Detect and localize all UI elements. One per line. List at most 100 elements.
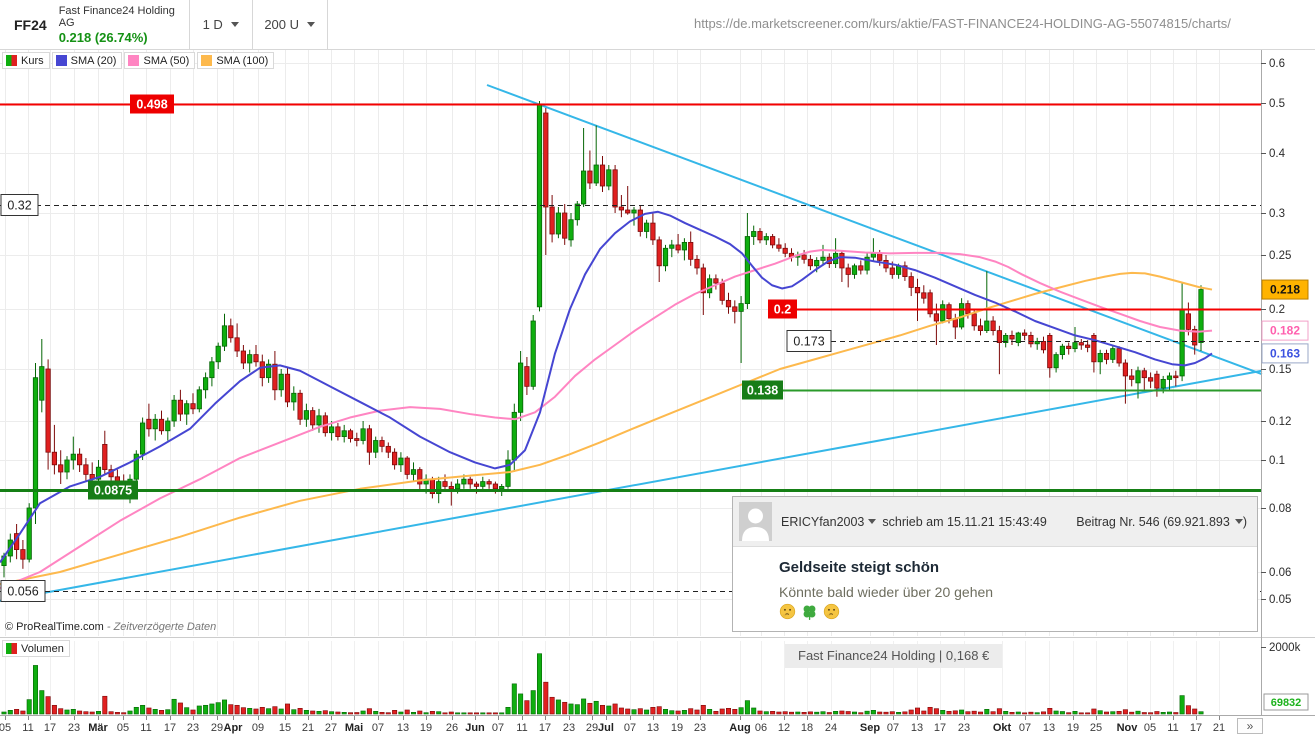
legend-label: SMA (100) bbox=[216, 54, 269, 67]
horizontal-levels: 0.498 0.32 0.0875 0.056 0.2 0.173 0.138 bbox=[0, 94, 1261, 602]
instrument-name: Fast Finance24 Holding AG bbox=[58, 4, 175, 29]
post-username[interactable]: ERICYfan2003 bbox=[781, 514, 865, 529]
date-tick-label: Apr bbox=[224, 722, 244, 734]
date-tick-label: Nov bbox=[1117, 722, 1139, 734]
date-tick-label: 17 bbox=[1190, 722, 1202, 734]
price-level-badge: 0.32 bbox=[7, 199, 31, 213]
units-dropdown[interactable]: 200 U bbox=[251, 0, 327, 49]
price-tick-label: 0.1 bbox=[1269, 455, 1285, 467]
date-tick-label: 11 bbox=[1167, 722, 1178, 734]
price-tick-label: 0.15 bbox=[1269, 364, 1291, 376]
date-tick-label: 29 bbox=[586, 722, 598, 734]
date-tick-label: 17 bbox=[44, 722, 56, 734]
date-tick-label: 23 bbox=[563, 722, 575, 734]
date-tick-label: Mai bbox=[345, 722, 363, 734]
date-tick-label: 07 bbox=[492, 722, 504, 734]
chart-legend: Kurs SMA (20) SMA (50) SMA (100) bbox=[2, 52, 276, 69]
date-tick-label: 13 bbox=[1043, 722, 1055, 734]
date-tick-label: 26 bbox=[446, 722, 458, 734]
date-tick-label: 11 bbox=[516, 722, 527, 734]
date-tick-label: 27 bbox=[325, 722, 337, 734]
post-ref-close: ) bbox=[1242, 514, 1247, 529]
price-level-badge: 0.2 bbox=[774, 303, 791, 317]
date-tick-label: 19 bbox=[1067, 722, 1079, 734]
last-value-badge: 0.163 bbox=[1270, 346, 1300, 360]
timeframe-dropdown[interactable]: 1 D bbox=[188, 0, 252, 49]
post-text: Könnte bald wieder über 20 gehen bbox=[779, 584, 994, 600]
price-tick-label: 0.05 bbox=[1269, 594, 1291, 606]
price-level-badge: 0.173 bbox=[793, 335, 824, 349]
date-tick-label: 17 bbox=[934, 722, 946, 734]
last-volume-badge: 69832 bbox=[1271, 697, 1302, 709]
date-tick-label: Jun bbox=[465, 722, 485, 734]
date-tick-label: Jul bbox=[598, 722, 614, 734]
post-ref-number: Beitrag Nr. 546 (69.921.893 bbox=[1076, 514, 1230, 529]
legend-item-volumen[interactable]: Volumen bbox=[2, 640, 70, 657]
sma20-line bbox=[0, 210, 1213, 563]
legend-item-sma100[interactable]: SMA (100) bbox=[197, 52, 275, 69]
legend-label: SMA (50) bbox=[143, 54, 190, 67]
units-value: 200 U bbox=[264, 17, 300, 32]
date-tick-label: 11 bbox=[22, 722, 33, 734]
price-axis: 0.6 0.5 0.4 0.3 0.25 0.2 0.15 0.12 0.1 0.08 0.06 0.… bbox=[1261, 58, 1309, 711]
legend-label: Kurs bbox=[21, 54, 44, 67]
date-tick-label: Sep bbox=[860, 722, 880, 734]
price-tick-label: 0.12 bbox=[1269, 416, 1291, 428]
sma50-line bbox=[0, 248, 1213, 590]
date-tick-label: 07 bbox=[887, 722, 899, 734]
last-value-badge: 0.218 bbox=[1270, 283, 1300, 297]
price-change: 0.218 (26.74%) bbox=[58, 29, 148, 45]
date-tick-label: 18 bbox=[801, 722, 813, 734]
post-header: ERICYfan2003 schrieb am 15.11.21 15:43:4… bbox=[733, 497, 1257, 547]
date-tick-label: 23 bbox=[958, 722, 970, 734]
top-bar: FF24 Fast Finance24 Holding AG 0.218 (26… bbox=[0, 0, 1315, 50]
price-tick-label: 0.6 bbox=[1269, 58, 1285, 70]
post-reference: Beitrag Nr. 546 (69.921.893 ) bbox=[1076, 515, 1247, 529]
page-url[interactable]: https://de.marketscreener.com/kurs/aktie… bbox=[694, 16, 1231, 31]
date-tick-label: 07 bbox=[1019, 722, 1031, 734]
date-tick-label: 24 bbox=[825, 722, 837, 734]
volume-swatch-icon bbox=[6, 643, 17, 654]
legend-item-sma20[interactable]: SMA (20) bbox=[51, 52, 123, 69]
trendlines bbox=[0, 84, 1263, 602]
chevron-down-icon[interactable] bbox=[1234, 519, 1243, 524]
thinking-face-icon bbox=[779, 603, 796, 625]
avatar bbox=[739, 502, 772, 541]
volume-bars bbox=[1, 653, 1204, 715]
sma50-swatch-icon bbox=[128, 55, 140, 66]
post-meta: ERICYfan2003 schrieb am 15.11.21 15:43:4… bbox=[781, 515, 1247, 529]
forum-post-overlay: ERICYfan2003 schrieb am 15.11.21 15:43:4… bbox=[732, 496, 1258, 632]
date-tick-label: 12 bbox=[778, 722, 790, 734]
chart-tooltip: Fast Finance24 Holding | 0,168 € bbox=[785, 644, 1003, 668]
prorealtime-copyright: © ProRealTime.com bbox=[5, 621, 104, 633]
date-tick-label: 13 bbox=[911, 722, 923, 734]
volume-legend: Volumen bbox=[2, 640, 72, 657]
date-tick-label: 17 bbox=[164, 722, 176, 734]
date-tick-label: 06 bbox=[755, 722, 767, 734]
legend-item-kurs[interactable]: Kurs bbox=[2, 52, 50, 69]
ticker-symbol: FF24 bbox=[14, 16, 47, 33]
price-tick-label: 0.5 bbox=[1269, 98, 1285, 110]
date-tick-label: 05 bbox=[1144, 722, 1156, 734]
date-tick-label: 05 bbox=[117, 722, 129, 734]
date-tick-label: 19 bbox=[420, 722, 432, 734]
date-tick-label: Aug bbox=[729, 722, 750, 734]
chevron-down-icon[interactable] bbox=[868, 519, 877, 524]
legend-label: Volumen bbox=[21, 642, 64, 655]
date-tick-label: 23 bbox=[187, 722, 199, 734]
chevron-down-icon bbox=[307, 22, 316, 27]
price-tick-label: 0.08 bbox=[1269, 503, 1291, 515]
date-tick-label: 15 bbox=[279, 722, 291, 734]
legend-item-sma50[interactable]: SMA (50) bbox=[124, 52, 196, 69]
sma100-line bbox=[0, 271, 1213, 586]
date-tick-label: 29 bbox=[211, 722, 223, 734]
price-tick-label: 0.06 bbox=[1269, 567, 1291, 579]
price-level-badge: 0.138 bbox=[747, 384, 778, 398]
price-tick-label: 0.25 bbox=[1269, 250, 1291, 262]
date-tick-label: 05 bbox=[0, 722, 11, 734]
price-tick-label: 0.3 bbox=[1269, 208, 1285, 220]
post-timestamp: schrieb am 15.11.21 15:43:49 bbox=[882, 514, 1047, 529]
scroll-forward-button[interactable]: » bbox=[1237, 718, 1263, 734]
